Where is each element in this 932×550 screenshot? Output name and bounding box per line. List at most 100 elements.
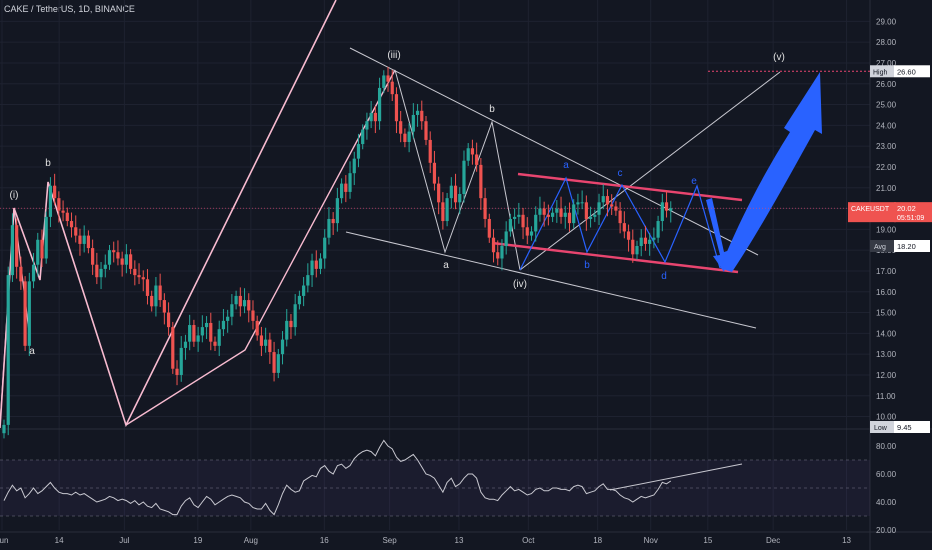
candle-body [264,339,268,346]
rsi-tick-label: 20.00 [876,526,897,535]
candle-body [584,202,588,219]
candle-body [200,327,204,336]
high-tag-value-bg [894,65,930,78]
price-tick-label: 21.00 [876,184,897,193]
candle-body [462,160,466,194]
price-tick-label: 14.00 [876,329,897,338]
candle-body [601,196,605,203]
rsi-tick-label: 40.00 [876,498,897,507]
candle-body [331,218,335,224]
candle-body [639,237,643,246]
price-tick-label: 11.00 [876,392,896,401]
candle-body [242,300,247,307]
candle-body [390,81,394,95]
wave-v-line [519,71,781,271]
pink-wave-line [125,69,396,426]
candle-body [36,239,40,265]
candle-body [377,87,382,122]
candle-body [2,424,6,434]
candle-body [437,183,441,203]
rsi-line [3,439,672,516]
candle-body [361,129,365,145]
candle-body [293,304,297,328]
candle-body [124,254,128,265]
candle-body [572,204,576,224]
time-tick-label: 16 [320,536,329,545]
symbol-tag: CAKEUSDT [851,206,890,213]
candle-body [597,202,601,215]
candle-body [91,248,95,265]
candle-body [529,231,534,236]
wave-iv-zigzag [394,69,521,271]
rsi-tick-label: 80.00 [876,442,897,451]
up-arrow [720,72,822,272]
countdown-tag: 05:51:09 [897,215,924,222]
candle-body [508,218,512,232]
candle-body [74,227,78,236]
candle-body [65,212,69,222]
candle-body [551,212,555,217]
time-tick-label: Oct [522,536,535,545]
candle-body [99,268,103,278]
candle-body [664,202,669,211]
candle-body [19,266,23,282]
wave-label: b [489,104,495,115]
candle-body [48,185,53,217]
low-tag-label: Low [874,425,888,432]
candle-body [386,75,390,82]
candle-body [171,327,175,369]
candle-body [415,110,420,115]
candle-body [475,154,479,165]
candle-body [162,300,166,313]
time-tick-label: Aug [244,536,258,545]
candle-body [618,210,622,224]
last-price-tag-bg [894,202,932,223]
candle-body [420,110,424,122]
candle-body [310,260,314,276]
candle-body [610,204,614,207]
wave-label: b [584,260,590,271]
candle-body [660,202,664,222]
candle-body [373,112,377,122]
candle-body [192,325,196,342]
price-tick-label: 29.00 [876,17,897,26]
candle-body [297,295,301,305]
candle-body [580,202,584,204]
candle-body [424,121,428,140]
high-tag-value: 26.60 [897,67,916,76]
candle-body [348,173,352,192]
time-tick-label: Dec [766,536,780,545]
candle-body [86,235,90,249]
candle-body [120,258,124,265]
price-tick-label: 25.00 [876,101,897,110]
candle-body [432,162,437,184]
candle-body [259,335,264,346]
candle-body [411,114,415,132]
candle-body [466,148,470,161]
candle-body [525,227,529,236]
price-tick-label: 27.00 [876,59,897,68]
time-tick-label: Jul [119,536,129,545]
candle-body [453,185,458,203]
high-tag-label-bg [870,65,894,78]
candle-body [496,252,500,259]
time-tick-label: Sep [382,536,397,545]
candle-body [23,281,27,346]
time-tick-label: 13 [842,536,851,545]
price-tick-label: 17.00 [876,267,897,276]
price-tick-label: 28.00 [876,38,897,47]
candle-body [6,275,10,425]
candle-body [546,214,550,217]
candle-body [251,310,255,321]
candle-body [669,208,673,211]
price-tick-label: 24.00 [876,121,897,130]
candle-body [276,354,280,373]
candle-body [656,221,660,238]
candle-body [285,320,289,340]
price-tick-label: 13.00 [876,350,897,359]
candle-body [458,194,462,203]
price-tick-label: 26.00 [876,80,897,89]
candle-body [226,316,230,321]
candle-body [441,202,445,222]
